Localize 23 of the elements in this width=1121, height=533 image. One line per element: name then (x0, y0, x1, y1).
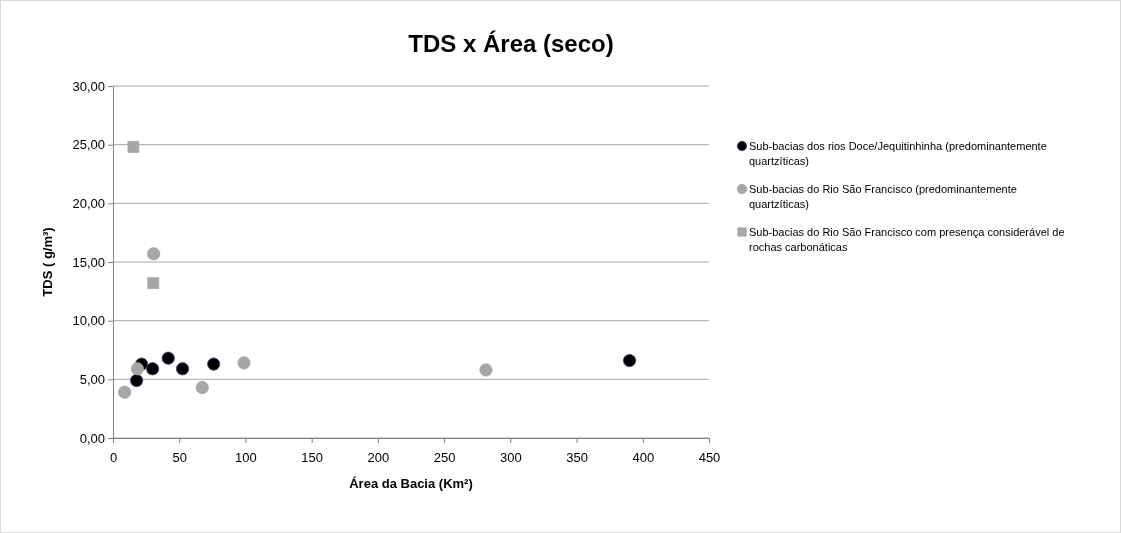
y-tick-label: 10,00 (72, 313, 105, 329)
chart-title: TDS x Área (seco) (408, 30, 614, 57)
y-tick-label: 25,00 (72, 137, 105, 153)
x-tick-label: 350 (566, 449, 588, 465)
y-tick-label: 20,00 (72, 195, 105, 211)
x-tick-label: 400 (632, 449, 655, 465)
y-tick-label: 15,00 (72, 254, 105, 270)
x-tick-label: 50 (172, 449, 187, 465)
x-tick-label: 100 (235, 449, 257, 465)
legend-label: Sub-bacias do Rio São Francisco (predominantemente quartzíticas) (749, 183, 1017, 210)
x-tick-label: 300 (499, 449, 522, 465)
x-axis-title: Área da Bacia (Km²) (349, 476, 473, 491)
x-tick-label: 150 (301, 449, 324, 465)
x-tick-label: 200 (367, 449, 390, 465)
x-tick-label: 450 (698, 449, 721, 465)
y-tick-label: 0,00 (79, 430, 105, 446)
y-axis-title: TDS ( g/m³) (40, 227, 55, 297)
y-tick-label: 30,00 (72, 78, 105, 94)
legend-label: Sub-bacias do Rio São Francisco com presença considerável de rochas carbonáticas (749, 226, 1065, 253)
y-tick-label: 5,00 (79, 371, 105, 387)
x-tick-label: 0 (109, 449, 118, 465)
x-tick-label: 250 (433, 449, 456, 465)
legend-label: Sub-bacias dos rios Doce/Jequitinhinha (predominantemente quartzíticas) (749, 140, 1047, 167)
